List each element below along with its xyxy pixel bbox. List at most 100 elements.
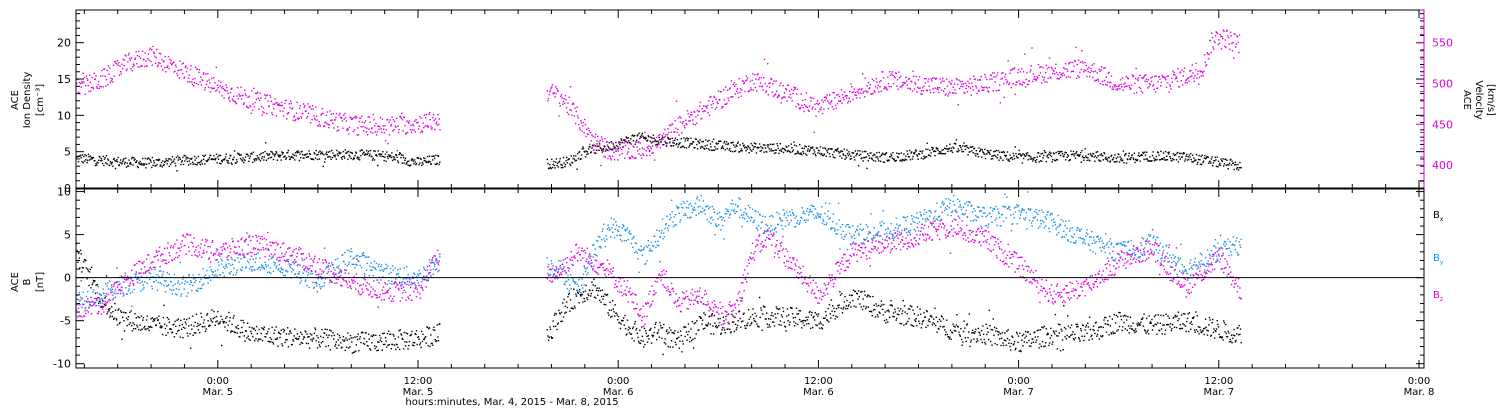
point-velocity xyxy=(1021,84,1023,86)
point-bx xyxy=(1096,335,1098,337)
point-ion-density xyxy=(610,148,612,150)
point-velocity xyxy=(337,129,340,131)
point-ion-density xyxy=(1065,152,1068,154)
point-by xyxy=(129,292,132,294)
point-bx xyxy=(673,332,675,335)
point-ion-density xyxy=(932,147,934,149)
point-velocity xyxy=(774,93,777,95)
point-ion-density xyxy=(188,160,190,162)
point-ion-density xyxy=(355,152,357,154)
point-bx xyxy=(602,295,605,297)
point-ion-density xyxy=(175,156,178,159)
point-bx xyxy=(844,295,846,298)
point-bx xyxy=(221,318,223,321)
point-bx xyxy=(1181,327,1183,329)
point-velocity xyxy=(171,63,174,65)
point-bx xyxy=(801,320,803,322)
point-ion-density xyxy=(238,153,240,155)
point-ion-density xyxy=(904,158,906,160)
point-velocity xyxy=(1048,66,1050,68)
point-bx xyxy=(242,319,244,322)
point-ion-density xyxy=(342,155,344,158)
point-ion-density xyxy=(971,150,973,152)
point-ion-density xyxy=(689,144,691,147)
point-ion-density xyxy=(289,158,291,160)
point-ion-density xyxy=(690,137,692,140)
point-velocity xyxy=(207,73,209,75)
point-ion-density xyxy=(900,152,903,154)
point-bx xyxy=(1001,337,1003,340)
point-velocity xyxy=(750,87,752,89)
point-ion-density xyxy=(729,150,732,152)
point-velocity xyxy=(1067,75,1069,78)
point-bx xyxy=(577,292,580,294)
point-ion-density xyxy=(79,154,82,157)
point-velocity xyxy=(668,131,670,134)
point-velocity xyxy=(688,120,690,122)
point-bx xyxy=(1028,339,1030,342)
point-bx xyxy=(846,299,848,302)
point-bx xyxy=(312,337,315,339)
point-bx xyxy=(188,325,190,327)
point-bx xyxy=(1136,323,1138,325)
point-ion-density xyxy=(1083,157,1086,159)
point-bx xyxy=(1180,327,1182,330)
point-velocity xyxy=(1059,71,1061,74)
point-bx xyxy=(336,347,338,349)
point-bx xyxy=(300,331,302,333)
point-ion-density xyxy=(939,152,941,155)
point-ion-density xyxy=(352,158,354,161)
point-velocity xyxy=(95,75,97,77)
point-bx xyxy=(771,321,774,323)
point-velocity xyxy=(355,116,358,118)
point-velocity xyxy=(899,86,901,88)
point-velocity xyxy=(105,79,108,81)
point-ion-density xyxy=(258,158,260,161)
point-bx xyxy=(966,324,968,326)
point-ion-density xyxy=(1166,155,1168,157)
point-bx xyxy=(270,341,272,343)
point-bx xyxy=(1035,339,1038,341)
point-ion-density xyxy=(795,153,797,155)
point-bx xyxy=(564,312,566,314)
point-bx xyxy=(599,289,602,292)
point-ion-density xyxy=(376,155,378,157)
point-bx xyxy=(355,344,357,346)
point-by xyxy=(91,305,93,307)
point-ion-density xyxy=(777,147,780,150)
point-velocity xyxy=(670,131,673,133)
point-velocity xyxy=(617,159,619,161)
point-bx xyxy=(681,351,683,353)
point-velocity xyxy=(1195,62,1197,65)
point-velocity xyxy=(436,121,438,123)
point-bx xyxy=(725,315,727,318)
point-velocity xyxy=(1152,85,1154,87)
point-velocity xyxy=(1083,69,1086,71)
point-bx xyxy=(577,291,579,294)
point-ion-density xyxy=(991,155,993,157)
point-ion-density xyxy=(279,156,281,158)
point-ion-density xyxy=(1183,152,1185,155)
point-velocity xyxy=(97,84,99,86)
point-ion-density xyxy=(1219,164,1222,166)
point-velocity xyxy=(1088,75,1091,78)
point-bx xyxy=(1132,322,1134,324)
point-bx xyxy=(180,319,182,322)
point-ion-density xyxy=(1240,167,1242,169)
point-ion-density xyxy=(676,139,679,141)
point-bx xyxy=(780,314,783,316)
point-velocity xyxy=(289,107,291,109)
point-ion-density xyxy=(129,163,131,165)
point-bx xyxy=(1158,329,1161,332)
point-bx xyxy=(404,341,406,343)
point-bx xyxy=(869,296,871,298)
point-by xyxy=(106,285,108,287)
point-velocity xyxy=(266,94,269,96)
point-by xyxy=(114,290,116,292)
point-ion-density xyxy=(215,153,218,155)
point-bx xyxy=(1228,332,1230,334)
point-bx xyxy=(101,299,104,301)
point-bx xyxy=(1184,313,1186,315)
point-by xyxy=(122,295,124,297)
point-ion-density xyxy=(118,164,120,167)
